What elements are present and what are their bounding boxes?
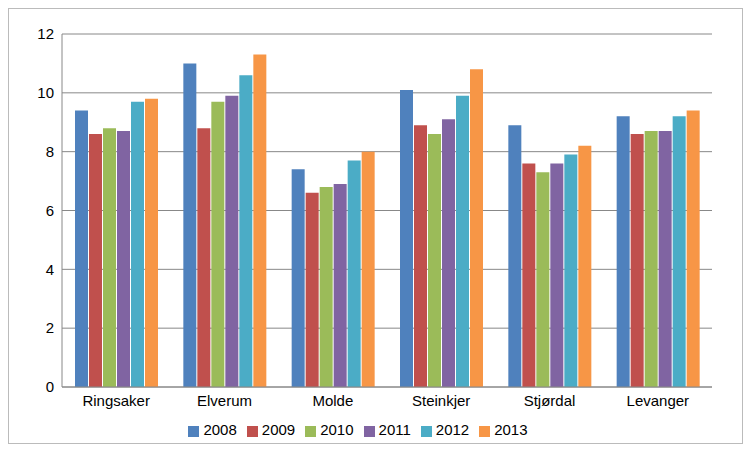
svg-text:6: 6	[46, 202, 54, 219]
svg-text:4: 4	[46, 261, 54, 278]
svg-text:Steinkjer: Steinkjer	[412, 392, 470, 409]
svg-text:Molde: Molde	[312, 392, 353, 409]
html-text:2008: 2008	[203, 421, 237, 438]
html-text:2013: 2013	[494, 421, 528, 438]
svg-text:2: 2	[46, 319, 54, 336]
svg-text:Elverum: Elverum	[197, 392, 252, 409]
svg-text:Stjørdal: Stjørdal	[524, 392, 576, 409]
html-text:2010: 2010	[320, 421, 354, 438]
svg-text:0: 0	[46, 378, 54, 395]
svg-text:10: 10	[37, 84, 54, 101]
svg-text:12: 12	[37, 25, 54, 42]
svg-text:Levanger: Levanger	[627, 392, 690, 409]
html-text:2009: 2009	[261, 421, 296, 438]
html-text:2011: 2011	[378, 421, 411, 438]
svg-text:Ringsaker: Ringsaker	[82, 392, 150, 409]
html-text:2012: 2012	[435, 421, 470, 438]
svg-text:8: 8	[46, 143, 54, 160]
